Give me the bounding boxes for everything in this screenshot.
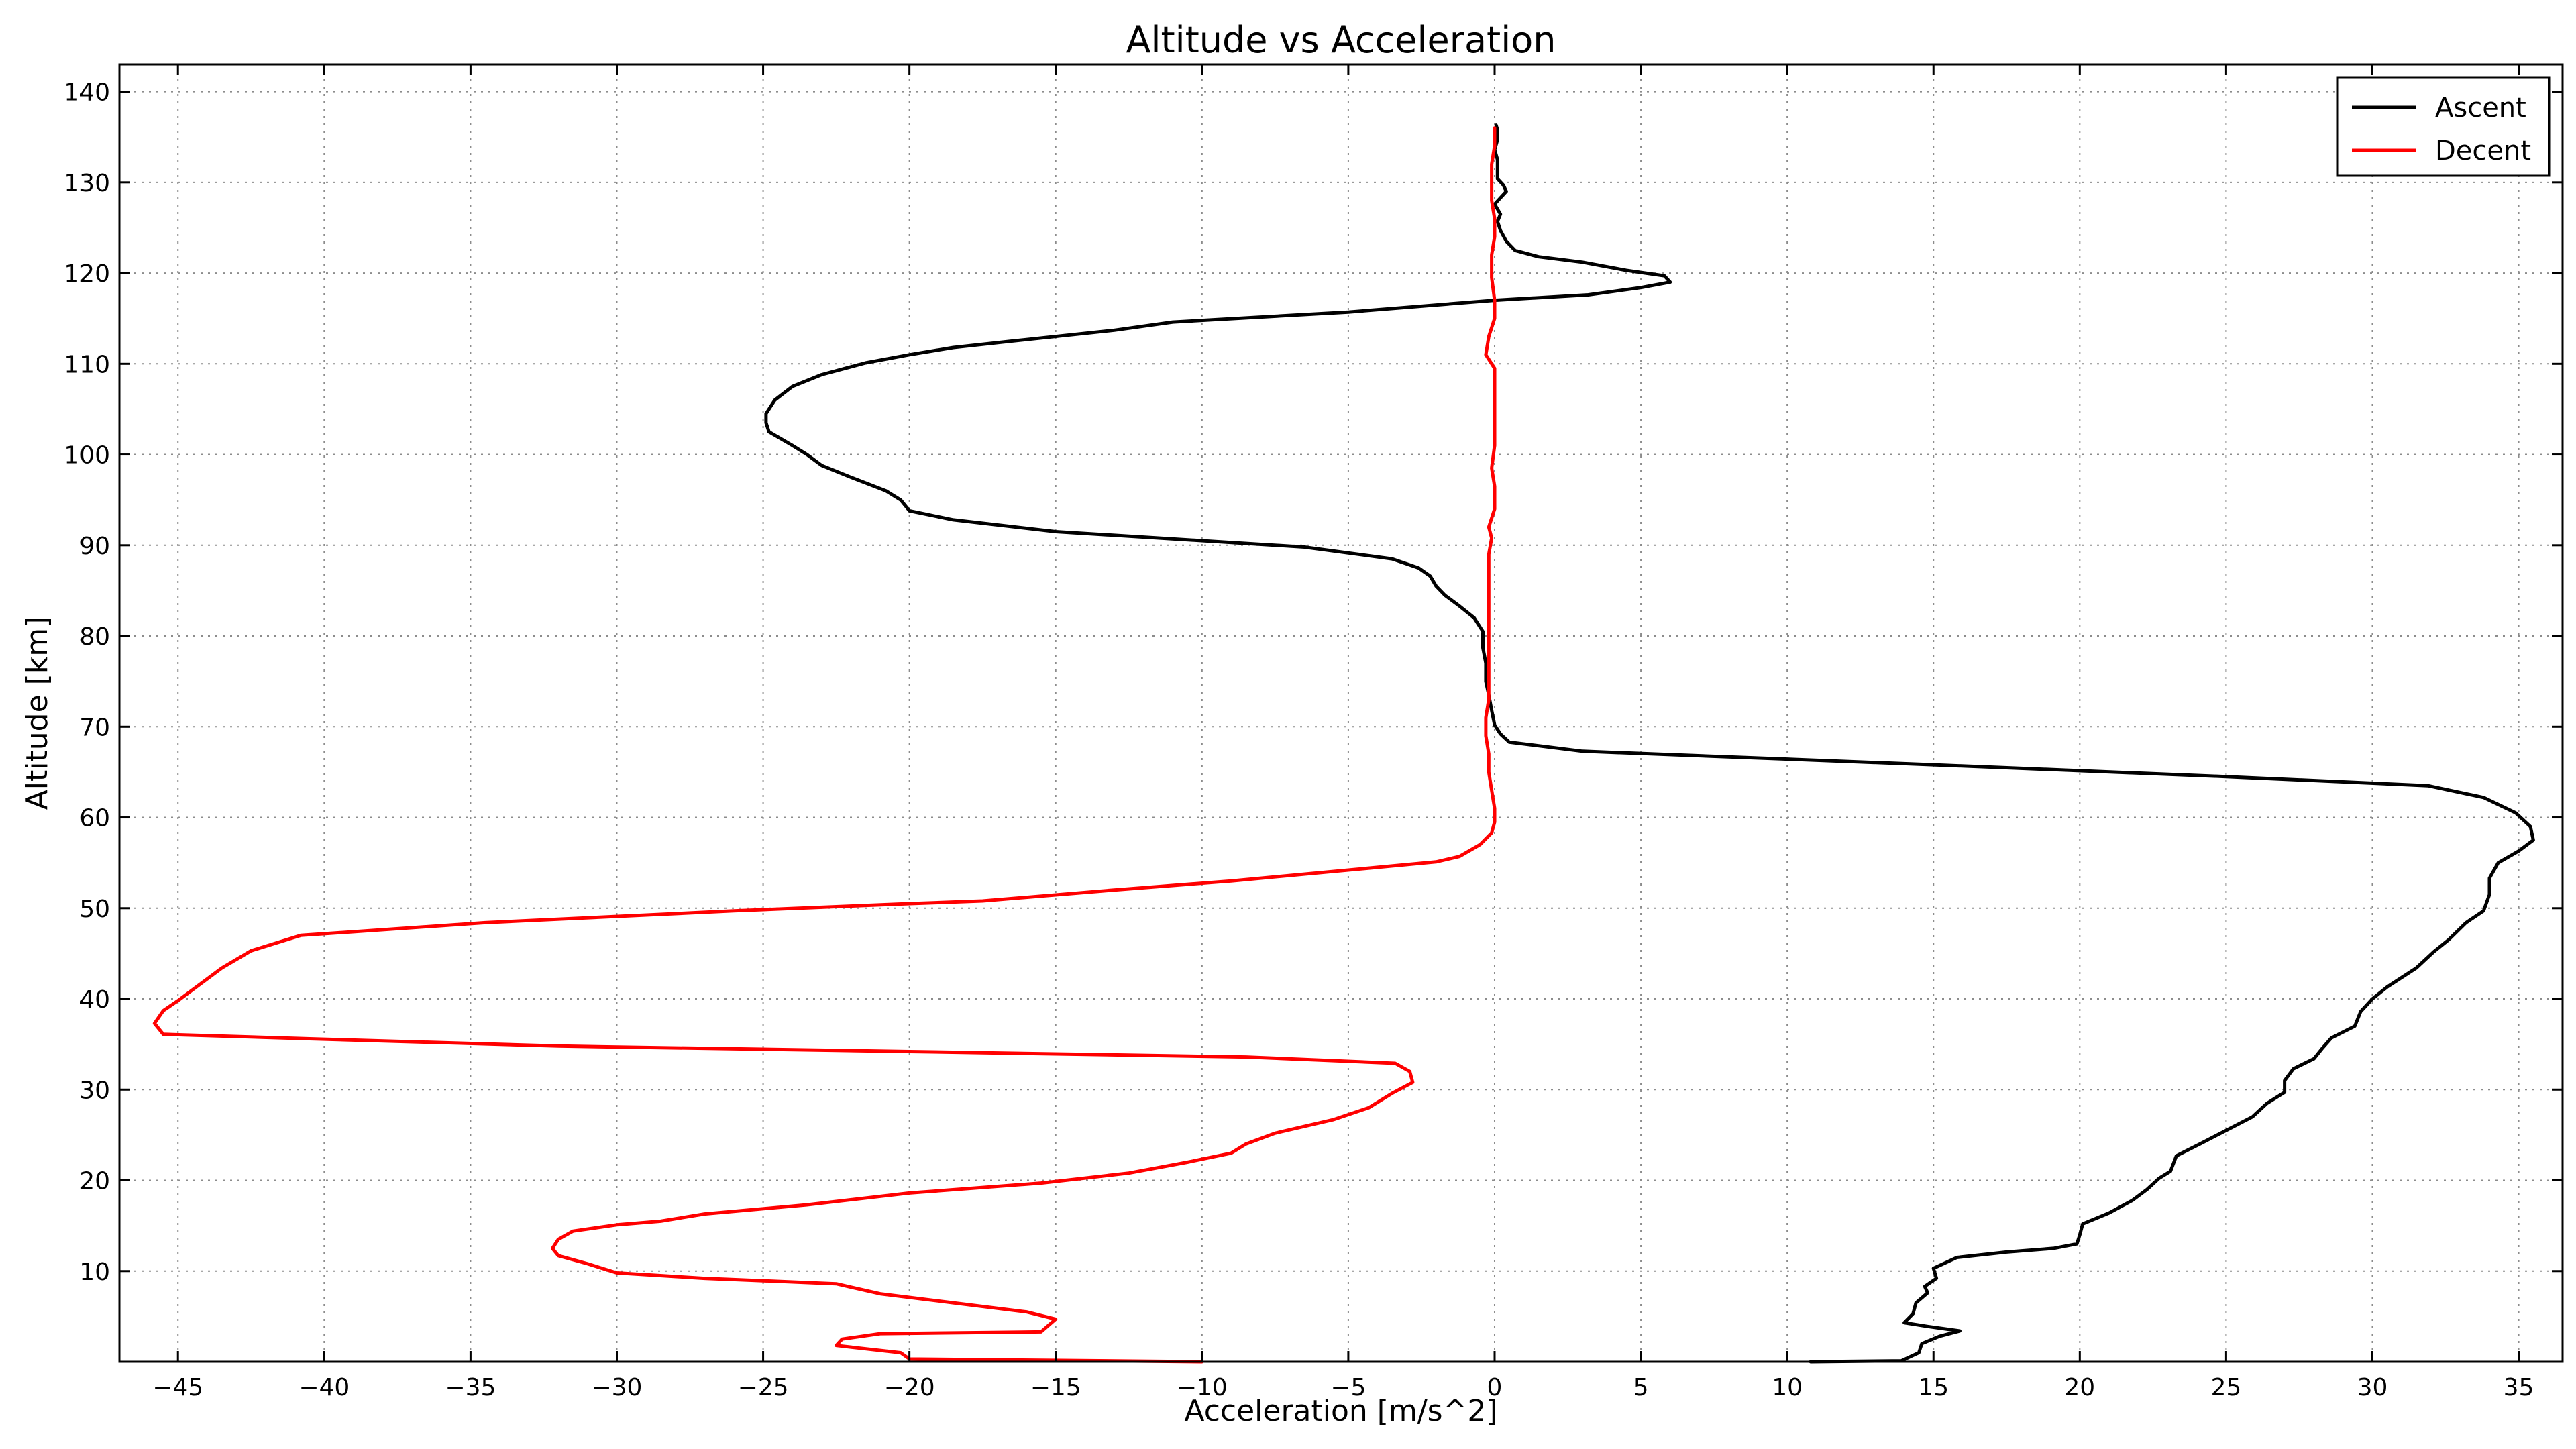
series-line-ascent bbox=[764, 123, 2535, 1364]
x-tick-label: 10 bbox=[1772, 1374, 1803, 1401]
x-tick-label: −15 bbox=[1030, 1374, 1081, 1401]
plot-frame bbox=[118, 63, 2564, 1363]
y-tick-label: 40 bbox=[79, 986, 110, 1014]
y-tick-label: 60 bbox=[79, 805, 110, 833]
y-tick-label: 50 bbox=[79, 896, 110, 923]
y-tick-label: 10 bbox=[79, 1258, 110, 1286]
x-tick-label: −20 bbox=[884, 1374, 935, 1401]
y-tick-label: 130 bbox=[64, 170, 110, 197]
chart-title: Altitude vs Acceleration bbox=[1126, 19, 1556, 61]
x-tick-label: −25 bbox=[738, 1374, 789, 1401]
x-axis-label: Acceleration [m/s^2] bbox=[1184, 1394, 1497, 1428]
y-tick-label: 20 bbox=[79, 1168, 110, 1195]
y-tick-label: 100 bbox=[64, 442, 110, 470]
x-tick-label: 5 bbox=[1633, 1374, 1649, 1401]
x-tick-label: 15 bbox=[1918, 1374, 1949, 1401]
x-tick-label: −40 bbox=[299, 1374, 350, 1401]
x-tick-label: −5 bbox=[1330, 1374, 1366, 1401]
y-tick-label: 30 bbox=[79, 1077, 110, 1104]
tick-layer: −45 −40 −35 −30 −25 −20 −15 −10 −5 0 5 10 15 20 25 30 35… bbox=[64, 64, 2563, 1401]
grid-layer bbox=[119, 64, 2563, 1362]
y-axis-label: Altitude [km] bbox=[20, 616, 54, 810]
x-tick-label: −45 bbox=[152, 1374, 203, 1401]
series-layer bbox=[152, 123, 2535, 1364]
x-tick-label: 35 bbox=[2504, 1374, 2534, 1401]
legend: Ascent Decent bbox=[2336, 76, 2551, 177]
y-tick-label: 140 bbox=[64, 79, 110, 107]
y-tick-label: 90 bbox=[79, 533, 110, 560]
x-tick-label: −35 bbox=[445, 1374, 496, 1401]
x-tick-label: 0 bbox=[1487, 1374, 1503, 1401]
legend-box bbox=[2336, 76, 2551, 177]
y-tick-label: 110 bbox=[64, 351, 110, 378]
y-tick-label: 70 bbox=[79, 714, 110, 741]
x-tick-label: −10 bbox=[1177, 1374, 1228, 1401]
x-tick-label: −30 bbox=[591, 1374, 642, 1401]
legend-label-ascent: Ascent bbox=[2435, 93, 2526, 123]
x-tick-label: 30 bbox=[2357, 1374, 2388, 1401]
y-tick-label: 80 bbox=[79, 623, 110, 651]
x-tick-label: 25 bbox=[2211, 1374, 2242, 1401]
x-tick-label: 20 bbox=[2064, 1374, 2095, 1401]
y-tick-label: 120 bbox=[64, 260, 110, 288]
legend-label-decent: Decent bbox=[2435, 136, 2531, 166]
series-line-decent bbox=[152, 126, 1497, 1364]
